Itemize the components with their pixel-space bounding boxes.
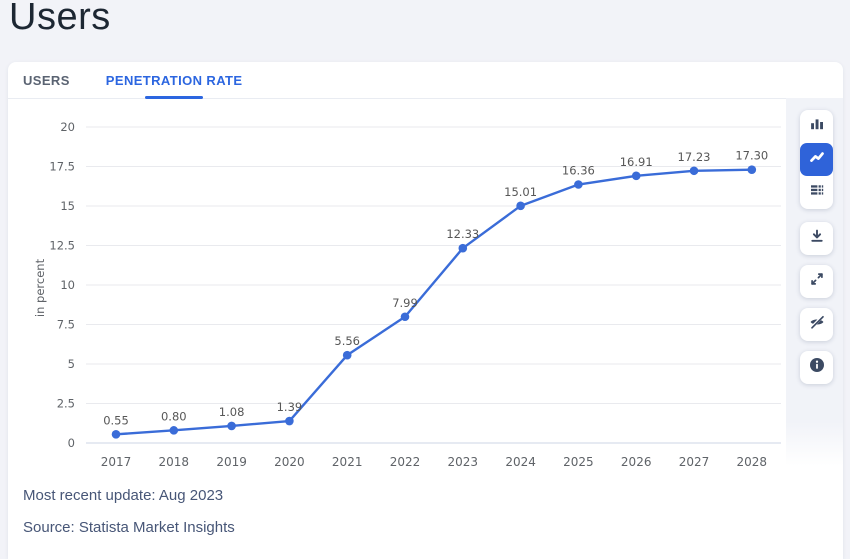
x-tick-label: 2021	[332, 455, 363, 469]
data-point-label: 17.30	[735, 149, 768, 163]
download-button[interactable]	[800, 222, 833, 255]
y-tick-label: 10	[60, 278, 75, 292]
y-tick-label: 12.5	[49, 239, 75, 253]
data-point[interactable]	[111, 430, 121, 439]
tab-users-label: USERS	[23, 72, 70, 88]
data-point[interactable]	[342, 350, 352, 360]
data-point-label: 15.01	[504, 185, 537, 199]
chart-toolbar	[800, 110, 833, 394]
series-line	[114, 168, 753, 436]
expand-icon	[808, 270, 826, 293]
y-tick-label: 17.5	[49, 160, 75, 174]
x-tick-label: 2017	[101, 455, 132, 469]
chart-type-switcher	[800, 110, 833, 209]
tab-active-underline	[145, 96, 204, 99]
last-update-text: Most recent update: Aug 2023	[23, 487, 224, 504]
source-text: Source: Statista Market Insights	[23, 519, 235, 536]
download-icon	[808, 227, 826, 250]
x-tick-label: 2019	[216, 455, 247, 469]
line-chart-icon	[808, 148, 826, 171]
data-point[interactable]	[574, 180, 583, 189]
data-point-label: 17.23	[678, 150, 711, 164]
bar-chart-view-button[interactable]	[800, 110, 833, 143]
y-tick-label: 5	[68, 357, 75, 371]
data-point[interactable]	[689, 166, 699, 176]
y-tick-label: 20	[60, 120, 75, 134]
y-tick-label: 2.5	[57, 397, 75, 411]
tab-users[interactable]: USERS	[23, 62, 70, 98]
expand-button[interactable]	[800, 265, 833, 298]
x-tick-label: 2024	[505, 455, 536, 469]
data-point-label: 0.55	[103, 413, 129, 427]
data-point-label: 1.08	[219, 405, 245, 419]
bar-chart-icon	[808, 115, 826, 138]
data-point-label: 12.33	[446, 227, 479, 241]
x-tick-label: 2020	[274, 455, 305, 469]
x-tick-label: 2025	[563, 455, 594, 469]
data-point-label: 7.99	[392, 296, 418, 310]
table-view-button[interactable]	[800, 176, 833, 209]
tab-penetration-rate-label: PENETRATION RATE	[105, 72, 243, 88]
data-point-label: 16.36	[562, 164, 595, 178]
data-point[interactable]	[747, 165, 757, 174]
data-point-label: 0.80	[161, 409, 187, 423]
eye-off-icon	[808, 313, 826, 336]
data-point[interactable]	[631, 171, 641, 181]
info-icon	[808, 356, 826, 379]
page-title: Users	[9, 0, 111, 38]
tab-bar: USERS PENETRATION RATE	[8, 62, 843, 99]
y-tick-label: 7.5	[57, 318, 75, 332]
chart-card: USERS PENETRATION RATE 0 2.5 5 7.5 10 12.5 15 1…	[8, 62, 843, 559]
data-point-label: 16.91	[620, 155, 653, 169]
line-chart: 0 2.5 5 7.5 10 12.5 15 17.5 20 in percent 2017 2018…	[8, 98, 798, 483]
x-tick-label: 2018	[159, 455, 190, 469]
eye-off-button[interactable]	[800, 308, 833, 341]
penetration-rate-chart: 0 2.5 5 7.5 10 12.5 15 17.5 20 in percent 2017 2018…	[33, 120, 781, 469]
y-tick-label: 0	[68, 436, 75, 450]
data-point[interactable]	[169, 426, 179, 435]
tab-penetration-rate[interactable]: PENETRATION RATE	[105, 62, 243, 99]
x-tick-label: 2027	[679, 455, 710, 469]
info-button[interactable]	[800, 351, 833, 384]
data-point-label: 1.39	[277, 400, 303, 414]
data-point-label: 5.56	[334, 334, 360, 348]
y-tick-label: 15	[60, 199, 75, 213]
x-tick-label: 2022	[390, 455, 421, 469]
y-axis-label: in percent	[33, 258, 47, 317]
x-tick-label: 2023	[448, 455, 479, 469]
data-point[interactable]	[227, 421, 236, 431]
x-tick-label: 2026	[621, 455, 652, 469]
data-point[interactable]	[458, 243, 468, 253]
data-point[interactable]	[400, 312, 410, 322]
chart-actions	[800, 222, 833, 384]
data-point[interactable]	[516, 201, 525, 211]
table-icon	[808, 181, 826, 204]
line-chart-view-button[interactable]	[800, 143, 833, 176]
data-point[interactable]	[285, 416, 294, 426]
x-tick-label: 2028	[737, 455, 768, 469]
